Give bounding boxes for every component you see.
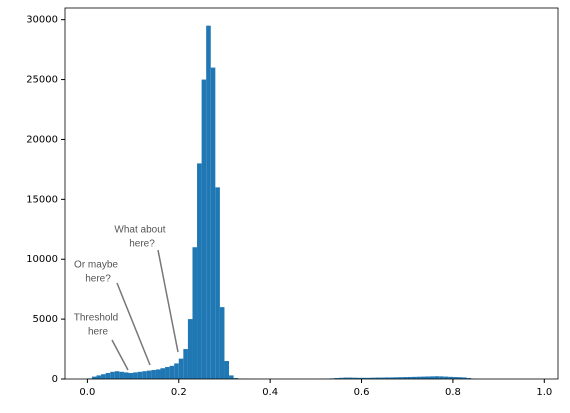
bar bbox=[229, 375, 234, 379]
bar bbox=[430, 376, 435, 379]
bar bbox=[178, 358, 184, 379]
axes-frame bbox=[64, 7, 559, 380]
bar bbox=[379, 377, 385, 379]
bar bbox=[398, 377, 403, 379]
bar bbox=[91, 376, 97, 379]
bar bbox=[224, 361, 230, 379]
bar bbox=[434, 376, 440, 379]
bar bbox=[219, 307, 225, 379]
bar bbox=[425, 376, 431, 379]
bar bbox=[356, 377, 362, 379]
annotation-arrow bbox=[157, 249, 179, 353]
x-tick-label: 0.6 bbox=[354, 387, 370, 398]
bar bbox=[201, 79, 207, 379]
bar bbox=[114, 371, 120, 379]
bar bbox=[233, 378, 239, 379]
bar bbox=[101, 374, 106, 379]
bar bbox=[151, 370, 156, 379]
x-tick-label: 0.8 bbox=[445, 387, 461, 398]
bar bbox=[210, 67, 216, 379]
y-tick-label: 30000 bbox=[26, 15, 58, 26]
bar bbox=[215, 187, 220, 379]
bar bbox=[187, 319, 193, 379]
bar bbox=[334, 378, 339, 379]
bar bbox=[361, 377, 367, 379]
bar bbox=[146, 370, 152, 379]
bar bbox=[370, 377, 376, 379]
y-tick-label: 0 bbox=[52, 374, 58, 385]
x-tick-label: 0.0 bbox=[79, 387, 95, 398]
bar bbox=[137, 371, 143, 379]
bar bbox=[169, 365, 175, 379]
bar bbox=[119, 371, 124, 379]
bar bbox=[411, 376, 417, 379]
bar bbox=[343, 377, 348, 379]
annotation-arrow bbox=[111, 339, 129, 371]
annotation-text: here? bbox=[129, 239, 155, 250]
bar bbox=[110, 371, 115, 379]
bar bbox=[183, 349, 188, 379]
bar bbox=[452, 377, 458, 379]
bar bbox=[347, 377, 353, 379]
bar bbox=[197, 163, 202, 379]
annotation-arrow bbox=[116, 282, 151, 366]
bar bbox=[160, 368, 166, 379]
bar bbox=[375, 377, 380, 379]
annotation-text: here bbox=[88, 327, 108, 338]
y-tick-label: 5000 bbox=[33, 314, 58, 325]
bar bbox=[174, 363, 179, 379]
bar bbox=[206, 25, 211, 380]
bar bbox=[407, 376, 412, 379]
y-tick-label: 25000 bbox=[26, 75, 58, 86]
bar bbox=[192, 247, 198, 379]
annotation-text: Threshold bbox=[74, 313, 118, 324]
bar bbox=[128, 373, 134, 379]
bar bbox=[462, 377, 467, 379]
bar bbox=[366, 377, 371, 379]
bar bbox=[443, 376, 449, 379]
bar bbox=[439, 376, 444, 379]
bar bbox=[96, 375, 102, 379]
annotation-text: Or maybe bbox=[74, 260, 118, 271]
bar bbox=[105, 373, 111, 379]
y-tick-label: 20000 bbox=[26, 134, 58, 145]
bar bbox=[133, 372, 138, 379]
bar bbox=[457, 377, 463, 379]
bar bbox=[352, 377, 357, 379]
bar bbox=[142, 371, 147, 379]
annotation-text: here? bbox=[85, 274, 111, 285]
bar bbox=[448, 376, 453, 379]
bar bbox=[388, 377, 394, 379]
bar bbox=[402, 377, 408, 379]
bar bbox=[393, 377, 399, 379]
bar bbox=[123, 372, 129, 379]
x-tick-label: 1.0 bbox=[536, 387, 552, 398]
y-tick-label: 15000 bbox=[26, 194, 58, 205]
annotation-text: What about bbox=[114, 225, 165, 236]
bar bbox=[165, 367, 170, 379]
bar bbox=[384, 377, 389, 379]
bar bbox=[155, 369, 161, 379]
y-tick-label: 10000 bbox=[26, 254, 58, 265]
bar bbox=[416, 376, 421, 379]
bar bbox=[338, 377, 344, 379]
x-tick-label: 0.2 bbox=[171, 387, 187, 398]
x-tick-label: 0.4 bbox=[262, 387, 278, 398]
bar bbox=[420, 376, 426, 379]
bar bbox=[466, 378, 472, 379]
